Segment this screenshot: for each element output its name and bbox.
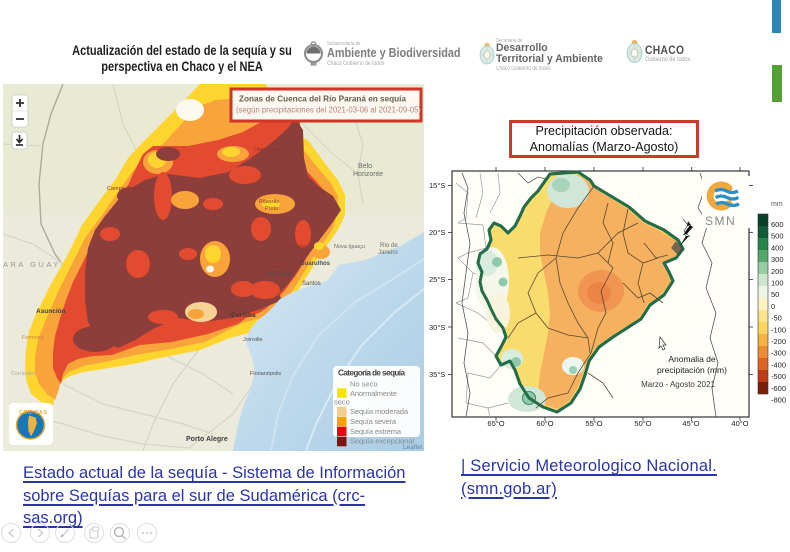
svg-text:Corrientes: Corrientes bbox=[11, 371, 37, 377]
svg-text:50: 50 bbox=[771, 290, 779, 299]
svg-text:Santos: Santos bbox=[302, 281, 321, 287]
svg-text:Guarulhos: Guarulhos bbox=[300, 261, 331, 267]
svg-text:400: 400 bbox=[771, 243, 784, 252]
svg-text:300: 300 bbox=[771, 255, 784, 264]
svg-text:No seco: No seco bbox=[350, 380, 378, 389]
svg-text:15°S: 15°S bbox=[429, 181, 445, 190]
svg-text:Nova Iguaçu: Nova Iguaçu bbox=[334, 244, 365, 250]
svg-text:Campo Grande: Campo Grande bbox=[107, 186, 145, 192]
svg-text:Leaflet: Leaflet bbox=[403, 444, 423, 451]
svg-text:Zonas de Cuenca del Río Paraná: Zonas de Cuenca del Río Paraná en sequía bbox=[239, 94, 406, 104]
svg-text:30°S: 30°S bbox=[429, 323, 445, 332]
svg-text:Joinville: Joinville bbox=[243, 337, 263, 343]
svg-text:Janeiro: Janeiro bbox=[378, 250, 398, 256]
svg-text:-400: -400 bbox=[771, 360, 786, 369]
svg-text:45°O: 45°O bbox=[682, 419, 699, 428]
svg-text:Sequía moderada: Sequía moderada bbox=[350, 407, 409, 416]
svg-text:-600: -600 bbox=[771, 384, 786, 393]
svg-text:-50: -50 bbox=[771, 314, 782, 323]
svg-text:Florianópolis: Florianópolis bbox=[250, 371, 281, 377]
svg-text:Río de: Río de bbox=[380, 243, 398, 249]
svg-text:CRC-SAS: CRC-SAS bbox=[19, 410, 48, 416]
svg-text:(según precipitaciones del 202: (según precipitaciones del 2021-03-06 al… bbox=[236, 106, 421, 115]
svg-text:60°O: 60°O bbox=[536, 419, 553, 428]
svg-text:SMN: SMN bbox=[705, 214, 736, 228]
svg-text:Belo: Belo bbox=[358, 163, 372, 170]
svg-text:35°S: 35°S bbox=[429, 370, 445, 379]
svg-text:100: 100 bbox=[771, 279, 784, 288]
svg-text:600: 600 bbox=[771, 220, 784, 229]
svg-text:mm: mm bbox=[771, 201, 783, 208]
svg-text:Sequía extrema: Sequía extrema bbox=[350, 427, 402, 436]
svg-text:20°S: 20°S bbox=[429, 228, 445, 237]
svg-text:200: 200 bbox=[771, 267, 784, 276]
svg-text:seco: seco bbox=[334, 398, 350, 407]
svg-text:25°S: 25°S bbox=[429, 275, 445, 284]
svg-text:Porto Alegre: Porto Alegre bbox=[186, 436, 228, 443]
svg-text:Marzo - Agosto 2021: Marzo - Agosto 2021 bbox=[641, 380, 715, 389]
svg-text:Asunción: Asunción bbox=[36, 308, 66, 315]
svg-text:40°O: 40°O bbox=[731, 419, 748, 428]
svg-text:Curitiba: Curitiba bbox=[231, 312, 256, 319]
svg-text:São Paulo: São Paulo bbox=[266, 272, 294, 278]
svg-text:Sequía severa: Sequía severa bbox=[350, 417, 397, 426]
svg-text:50°O: 50°O bbox=[634, 419, 651, 428]
svg-text:Ribeirão: Ribeirão bbox=[259, 199, 279, 205]
svg-text:Anomalia de: Anomalia de bbox=[668, 354, 716, 364]
svg-text:-800: -800 bbox=[771, 396, 786, 405]
svg-text:Horizonte: Horizonte bbox=[353, 171, 383, 178]
svg-text:55°O: 55°O bbox=[585, 419, 602, 428]
svg-text:Formosa: Formosa bbox=[22, 335, 45, 341]
svg-text:precipitación (mm): precipitación (mm) bbox=[657, 365, 727, 375]
svg-text:0: 0 bbox=[771, 302, 775, 311]
svg-text:Uberlândia: Uberlândia bbox=[254, 147, 282, 153]
svg-text:-300: -300 bbox=[771, 349, 786, 358]
svg-text:Campinas: Campinas bbox=[283, 244, 308, 250]
svg-text:ARA GUAY: ARA GUAY bbox=[3, 260, 61, 269]
svg-text:-100: -100 bbox=[771, 325, 786, 334]
svg-text:Sequía excepcional: Sequía excepcional bbox=[350, 437, 414, 446]
svg-text:Anormalmente: Anormalmente bbox=[350, 389, 397, 398]
svg-text:-200: -200 bbox=[771, 337, 786, 346]
svg-text:65°O: 65°O bbox=[487, 419, 504, 428]
svg-text:-500: -500 bbox=[771, 372, 786, 381]
svg-text:Sorocaba: Sorocaba bbox=[263, 264, 287, 270]
svg-text:Preto: Preto bbox=[265, 206, 278, 212]
svg-text:Categoría de sequía: Categoría de sequía bbox=[338, 369, 405, 378]
svg-text:500: 500 bbox=[771, 232, 784, 241]
